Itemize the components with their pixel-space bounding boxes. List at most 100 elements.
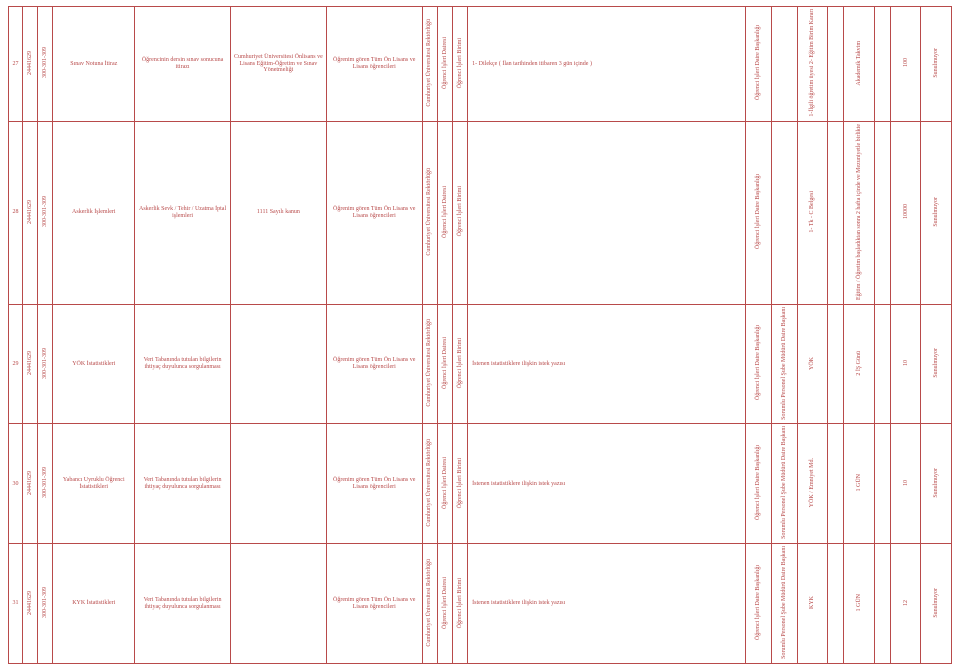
cell: Sunulmuyor bbox=[921, 121, 952, 304]
cell bbox=[828, 304, 844, 424]
cell: 300-301-309 bbox=[38, 121, 53, 304]
cell bbox=[828, 424, 844, 544]
cell: Cumhuriyet Üniversitesi Rektörlüğü bbox=[422, 424, 437, 544]
cell: Öğrenim gören Tüm Ön Lisans ve Lisans öğ… bbox=[326, 304, 422, 424]
cell: Öğrenim gören Tüm Ön Lisans ve Lisans öğ… bbox=[326, 544, 422, 664]
cell: Cumhuriyet Üniversitesi Rektörlüğü bbox=[422, 7, 437, 122]
table-row: 3024441629300-301-309Yabancı Uyruklu Öğr… bbox=[9, 424, 952, 544]
cell: 10 bbox=[891, 304, 921, 424]
cell: Öğrenci İşleri Dairesi bbox=[437, 544, 452, 664]
cell: 2 İŞ Günü bbox=[844, 304, 874, 424]
cell: 24441629 bbox=[23, 544, 38, 664]
cell bbox=[230, 424, 326, 544]
cell bbox=[771, 7, 797, 122]
cell: Öğrenci İşleri Daire Başkanlığı bbox=[746, 424, 772, 544]
cell bbox=[230, 544, 326, 664]
cell: Cumhuriyet Üniversitesi Önlisans ve Lisa… bbox=[230, 7, 326, 122]
cell bbox=[874, 121, 890, 304]
cell: Öğrenci İşleri Birimi bbox=[452, 7, 467, 122]
cell: 300-301-309 bbox=[38, 544, 53, 664]
cell: 1 GÜN bbox=[844, 424, 874, 544]
cell: İstenen istatistiklere ilişkin istek yaz… bbox=[468, 544, 746, 664]
cell: Veri Tabanında tutulan bilgilerin ihtiya… bbox=[135, 304, 231, 424]
cell: 24441629 bbox=[23, 304, 38, 424]
cell: Öğrenci İşleri Daire Başkanlığı bbox=[746, 121, 772, 304]
cell: 24441629 bbox=[23, 424, 38, 544]
data-table: 2724441629300-301-309Sınav Notuna İtiraz… bbox=[8, 6, 952, 664]
cell bbox=[468, 121, 746, 304]
cell bbox=[874, 544, 890, 664]
cell: 12 bbox=[891, 544, 921, 664]
cell bbox=[874, 7, 890, 122]
cell: Öğrenci İşleri Birimi bbox=[452, 544, 467, 664]
cell: Veri Tabanında tutulan bilgilerin ihtiya… bbox=[135, 424, 231, 544]
table-row: 2724441629300-301-309Sınav Notuna İtiraz… bbox=[9, 7, 952, 122]
cell: 100 bbox=[891, 7, 921, 122]
cell: Yabancı Uyruklu Öğrenci İstatistikleri bbox=[53, 424, 135, 544]
cell: 27 bbox=[9, 7, 23, 122]
cell: Öğrenci İşleri Birimi bbox=[452, 424, 467, 544]
cell: Cumhuriyet Üniversitesi Rektörlüğü bbox=[422, 544, 437, 664]
table-row: 2924441629300-301-309YÖK İstatistikleriV… bbox=[9, 304, 952, 424]
cell: YÖK bbox=[797, 304, 827, 424]
table-row: 3124441629300-301-309KYK İstatistikleriV… bbox=[9, 544, 952, 664]
cell: 31 bbox=[9, 544, 23, 664]
cell: Öğrenci İşleri Dairesi bbox=[437, 304, 452, 424]
cell: 30 bbox=[9, 424, 23, 544]
cell: 29 bbox=[9, 304, 23, 424]
cell: YÖK / Emniyet Md. bbox=[797, 424, 827, 544]
cell: İstenen istatistiklere ilişkin istek yaz… bbox=[468, 304, 746, 424]
cell: Öğrenci İşleri Birimi bbox=[452, 121, 467, 304]
cell: 10 bbox=[891, 424, 921, 544]
cell bbox=[874, 424, 890, 544]
cell: Sunulmuyor bbox=[921, 544, 952, 664]
cell: KYK İstatistikleri bbox=[53, 544, 135, 664]
cell: Öğrenci İşleri Daire Başkanlığı bbox=[746, 304, 772, 424]
cell: Öğrencinin dersin sınav sonucuna itirazı bbox=[135, 7, 231, 122]
cell bbox=[874, 304, 890, 424]
cell: Sorumlu Personel Şube Müdürü Daire Başka… bbox=[771, 544, 797, 664]
cell: 24441629 bbox=[23, 121, 38, 304]
cell: 1- Tk - C Belgesi bbox=[797, 121, 827, 304]
cell: Sorumlu Personel Şube Müdürü Daire Başka… bbox=[771, 304, 797, 424]
cell: 300-301-309 bbox=[38, 304, 53, 424]
cell: YÖK İstatistikleri bbox=[53, 304, 135, 424]
cell bbox=[771, 121, 797, 304]
cell: Cumhuriyet Üniversitesi Rektörlüğü bbox=[422, 304, 437, 424]
cell: Öğrenci İşleri Daire Başkanlığı bbox=[746, 544, 772, 664]
cell: 1-İlgili öğretim üyesi 2- Eğitim Birim K… bbox=[797, 7, 827, 122]
cell: Cumhuriyet Üniversitesi Rektörlüğü bbox=[422, 121, 437, 304]
cell: Öğrenci İşleri Daire Başkanlığı bbox=[746, 7, 772, 122]
table-row: 2824441629300-301-309Askerlik İşlemleriA… bbox=[9, 121, 952, 304]
cell: 10000 bbox=[891, 121, 921, 304]
cell: Askerlik İşlemleri bbox=[53, 121, 135, 304]
cell: Askerlik Sevk / Tehir / Uzatma İptal işl… bbox=[135, 121, 231, 304]
cell: 24441629 bbox=[23, 7, 38, 122]
cell: 1- Dilekçe ( İlan tarihinden itibaren 3 … bbox=[468, 7, 746, 122]
cell: Akademik Takvim bbox=[844, 7, 874, 122]
cell: Eğitim / Öğretim başladıktan sonra 2 haf… bbox=[844, 121, 874, 304]
cell: İstenen istatistiklere ilişkin istek yaz… bbox=[468, 424, 746, 544]
cell: Sunulmuyor bbox=[921, 424, 952, 544]
cell: KYK bbox=[797, 544, 827, 664]
cell: 1 GÜN bbox=[844, 544, 874, 664]
cell: 300-301-309 bbox=[38, 424, 53, 544]
cell: Sorumlu Personel Şube Müdürü Daire Başka… bbox=[771, 424, 797, 544]
cell: Sunulmuyor bbox=[921, 7, 952, 122]
cell: Öğrenim gören Tüm Ön Lisans ve Lisans öğ… bbox=[326, 424, 422, 544]
cell bbox=[230, 304, 326, 424]
cell: 300-301-309 bbox=[38, 7, 53, 122]
cell: Veri Tabanında tutulan bilgilerin ihtiya… bbox=[135, 544, 231, 664]
cell: Öğrenci İşleri Dairesi bbox=[437, 7, 452, 122]
cell: Öğrenim gören Tüm Ön Lisans ve Lisans öğ… bbox=[326, 121, 422, 304]
cell: Sunulmuyor bbox=[921, 304, 952, 424]
cell: Sınav Notuna İtiraz bbox=[53, 7, 135, 122]
cell: Öğrenim gören Tüm Ön Lisans ve Lisans öğ… bbox=[326, 7, 422, 122]
cell: Öğrenci İşleri Birimi bbox=[452, 304, 467, 424]
cell: Öğrenci İşleri Dairesi bbox=[437, 424, 452, 544]
cell: Öğrenci İşleri Dairesi bbox=[437, 121, 452, 304]
cell: 1111 Sayılı kanun bbox=[230, 121, 326, 304]
cell: 28 bbox=[9, 121, 23, 304]
cell bbox=[828, 121, 844, 304]
cell bbox=[828, 544, 844, 664]
